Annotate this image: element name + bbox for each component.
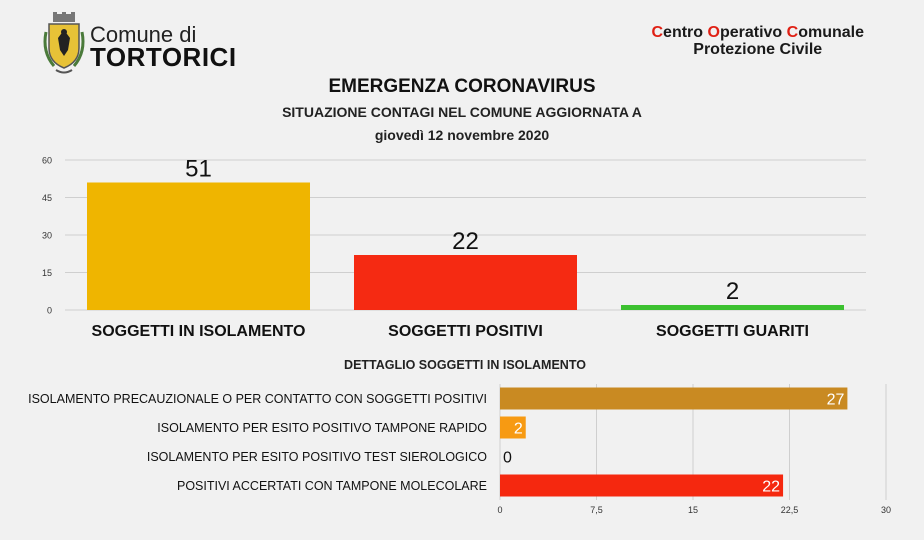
coc-text-part: omunale	[798, 24, 864, 41]
x-tick-label: 15	[688, 505, 698, 515]
y-tick-label: 15	[42, 268, 52, 278]
chart-title: EMERGENZA CORONAVIRUS	[328, 76, 596, 97]
x-tick-label: 22,5	[781, 505, 799, 515]
y-category-label: POSITIVI ACCERTATI CON TAMPONE MOLECOLAR…	[177, 479, 487, 493]
coc-text-part: C	[786, 24, 799, 41]
update-date: giovedì 12 novembre 2020	[374, 127, 550, 143]
coc-header: Centro Operativo Comunale Protezione Civ…	[651, 24, 864, 58]
coc-line2: Protezione Civile	[693, 41, 823, 58]
bar-value-label: 22	[762, 479, 780, 496]
coc-text-part: perativo	[719, 24, 787, 41]
bar	[87, 182, 310, 310]
y-tick-label: 30	[42, 231, 52, 241]
y-tick-label: 0	[47, 306, 52, 316]
bar-value-label: 0	[503, 450, 512, 467]
x-tick-label: 30	[881, 505, 891, 515]
y-tick-label: 60	[42, 156, 52, 166]
coc-text-part: C	[651, 24, 664, 41]
coc-text-part: entro	[663, 24, 708, 41]
x-category-label: SOGGETTI GUARITI	[656, 323, 809, 340]
bar-value-label: 2	[514, 421, 523, 438]
bar-value-label: 2	[726, 278, 739, 305]
x-category-label: SOGGETTI POSITIVI	[388, 323, 543, 340]
bar	[354, 255, 577, 310]
coc-text-part: O	[707, 24, 720, 41]
x-category-label: SOGGETTI IN ISOLAMENTO	[92, 323, 306, 340]
bar	[500, 474, 784, 497]
bar-value-label: 51	[185, 156, 212, 183]
chart-subtitle: SITUAZIONE CONTAGI NEL COMUNE AGGIORNATA…	[282, 104, 642, 120]
y-category-label: ISOLAMENTO PER ESITO POSITIVO TEST SIERO…	[147, 450, 487, 464]
bar	[500, 387, 848, 410]
bar-value-label: 27	[827, 392, 845, 409]
bar	[500, 416, 526, 439]
y-category-label: ISOLAMENTO PER ESITO POSITIVO TAMPONE RA…	[157, 421, 487, 435]
x-tick-label: 7,5	[590, 505, 603, 515]
x-tick-label: 0	[497, 505, 502, 515]
coc-line1: Centro Operativo Comunale	[651, 24, 864, 41]
comune-label: Comune di	[90, 22, 197, 47]
comune-name: TORTORICI	[90, 42, 237, 72]
y-tick-label: 45	[42, 193, 52, 203]
detail-chart-title: DETTAGLIO SOGGETTI IN ISOLAMENTO	[344, 358, 586, 372]
coat-of-arms-logo	[43, 12, 85, 74]
bar	[621, 305, 844, 310]
bar-value-label: 22	[452, 228, 479, 255]
y-category-label: ISOLAMENTO PRECAUZIONALE O PER CONTATTO …	[28, 392, 487, 406]
